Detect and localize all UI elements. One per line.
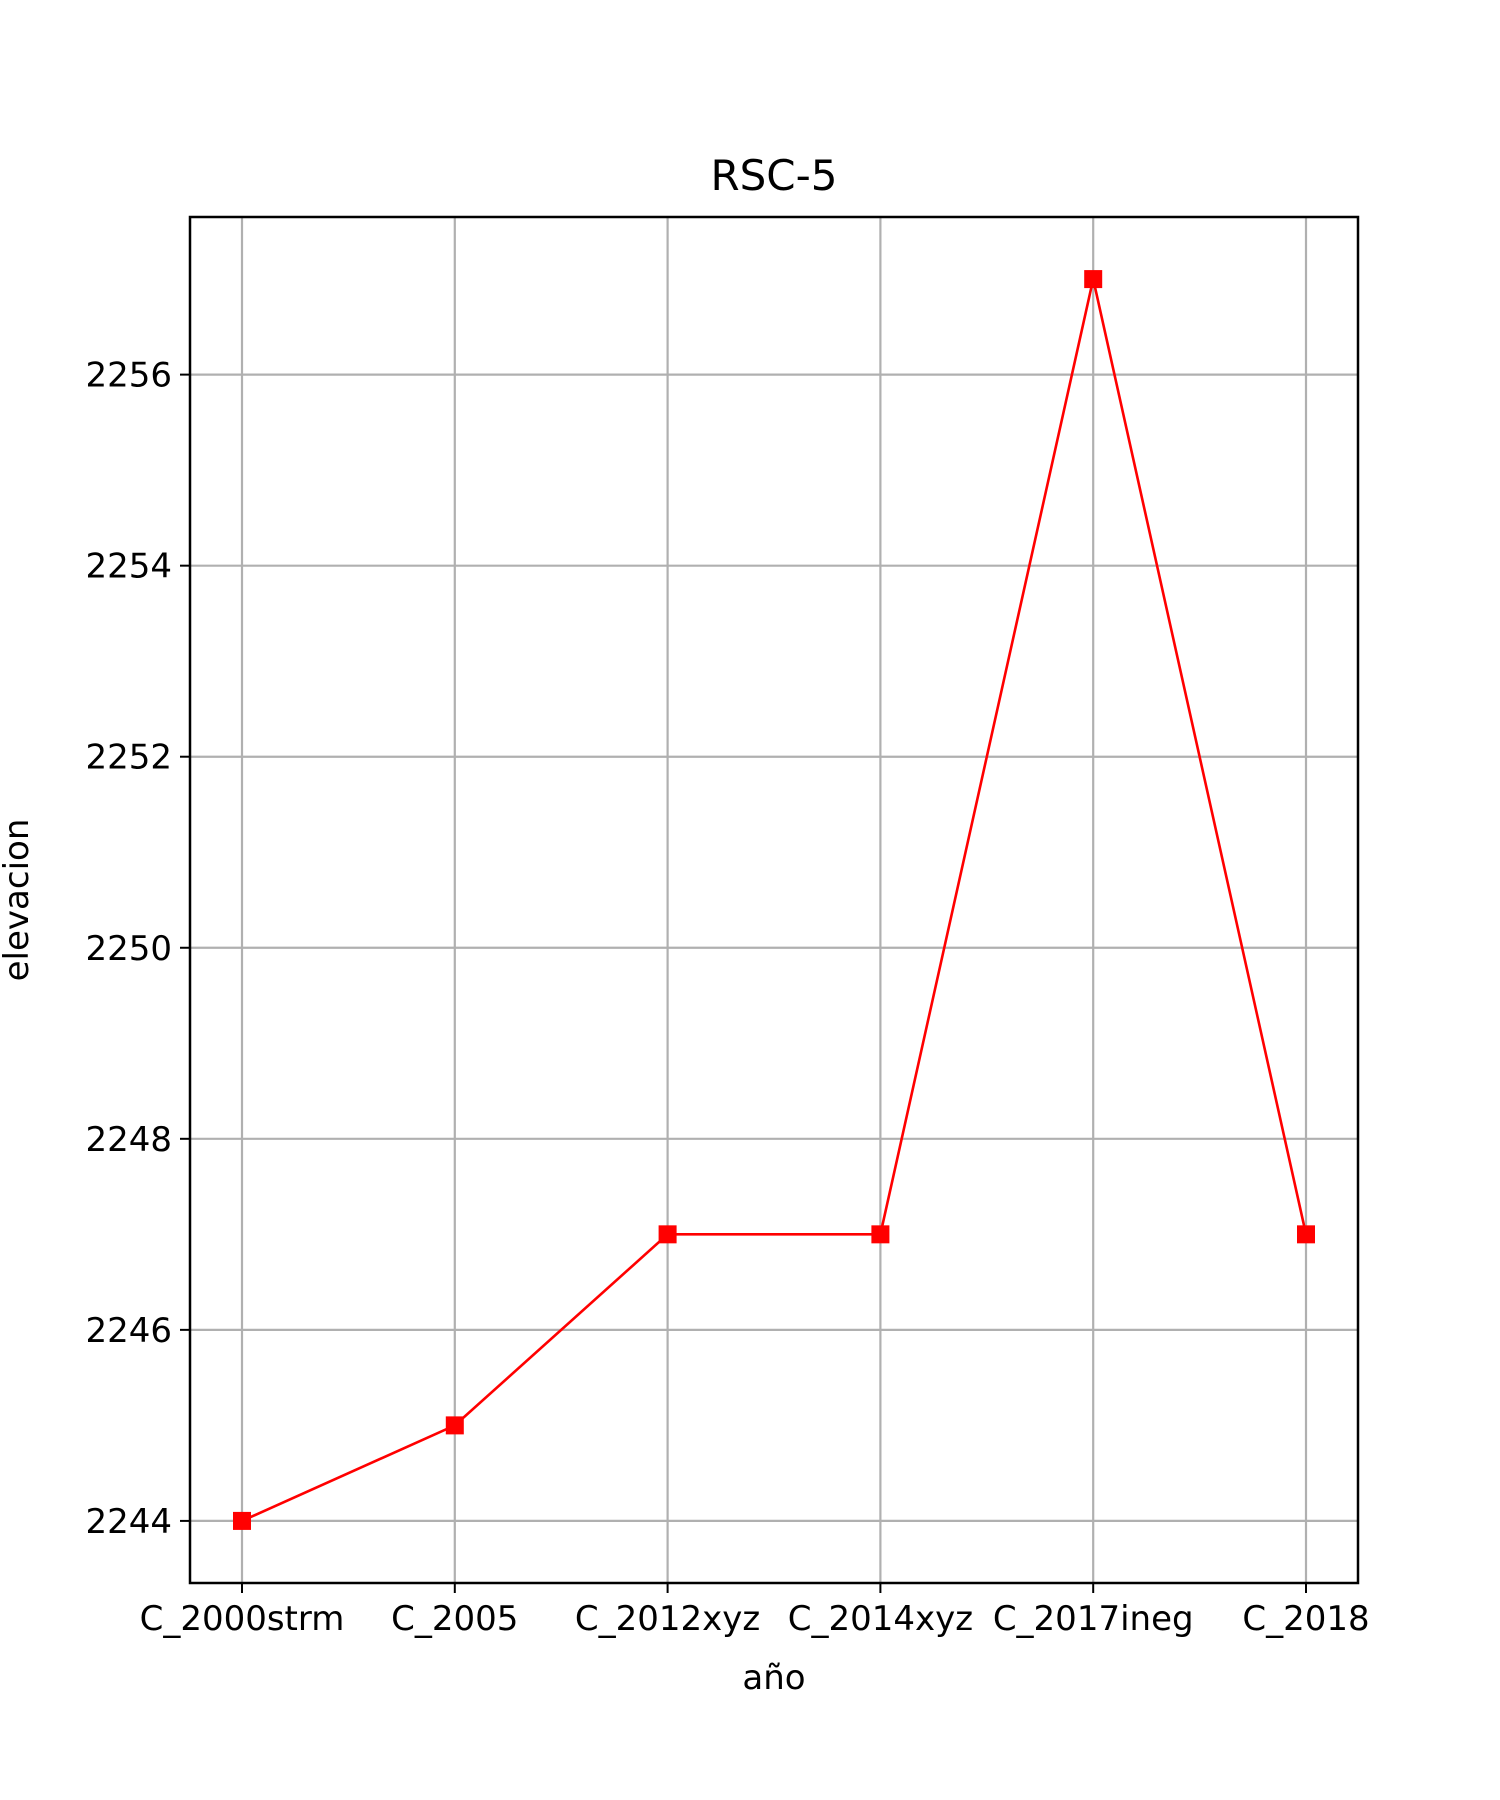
y-axis-label: elevacion (0, 819, 37, 982)
chart-title: RSC-5 (710, 151, 837, 200)
data-point-marker (1297, 1225, 1315, 1244)
x-axis-label: año (742, 1658, 805, 1698)
x-tick-label: C_2000strm (140, 1599, 345, 1639)
x-tick-label: C_2014xyz (788, 1599, 973, 1639)
plot-frame (188, 215, 1360, 1585)
data-point-marker (1084, 270, 1103, 289)
axis-ticks: C_2000strm C_2005 C_2012xyz C_2014xyz C_2017… (85, 356, 1369, 1639)
x-tick-label: C_2017ineg (993, 1599, 1194, 1639)
x-tick-label: C_2018 (1242, 1599, 1369, 1639)
x-tick-label: C_2012xyz (575, 1599, 760, 1639)
y-tick-label: 2252 (85, 738, 172, 778)
data-point-marker (233, 1511, 251, 1530)
y-tick-label: 2244 (85, 1502, 172, 1542)
series-line-path (241, 278, 1308, 1523)
grid (190, 217, 1358, 1583)
data-point-marker (445, 1416, 464, 1435)
y-tick-label: 2254 (85, 547, 172, 587)
y-tick-label: 2248 (85, 1120, 172, 1160)
series-line (233, 270, 1315, 1530)
data-point-marker (871, 1225, 890, 1244)
y-tick-label: 2246 (85, 1311, 172, 1351)
data-point-marker (658, 1225, 677, 1244)
y-tick-label: 2256 (85, 356, 172, 396)
x-tick-label: C_2005 (391, 1599, 518, 1639)
y-tick-label: 2250 (85, 929, 172, 969)
